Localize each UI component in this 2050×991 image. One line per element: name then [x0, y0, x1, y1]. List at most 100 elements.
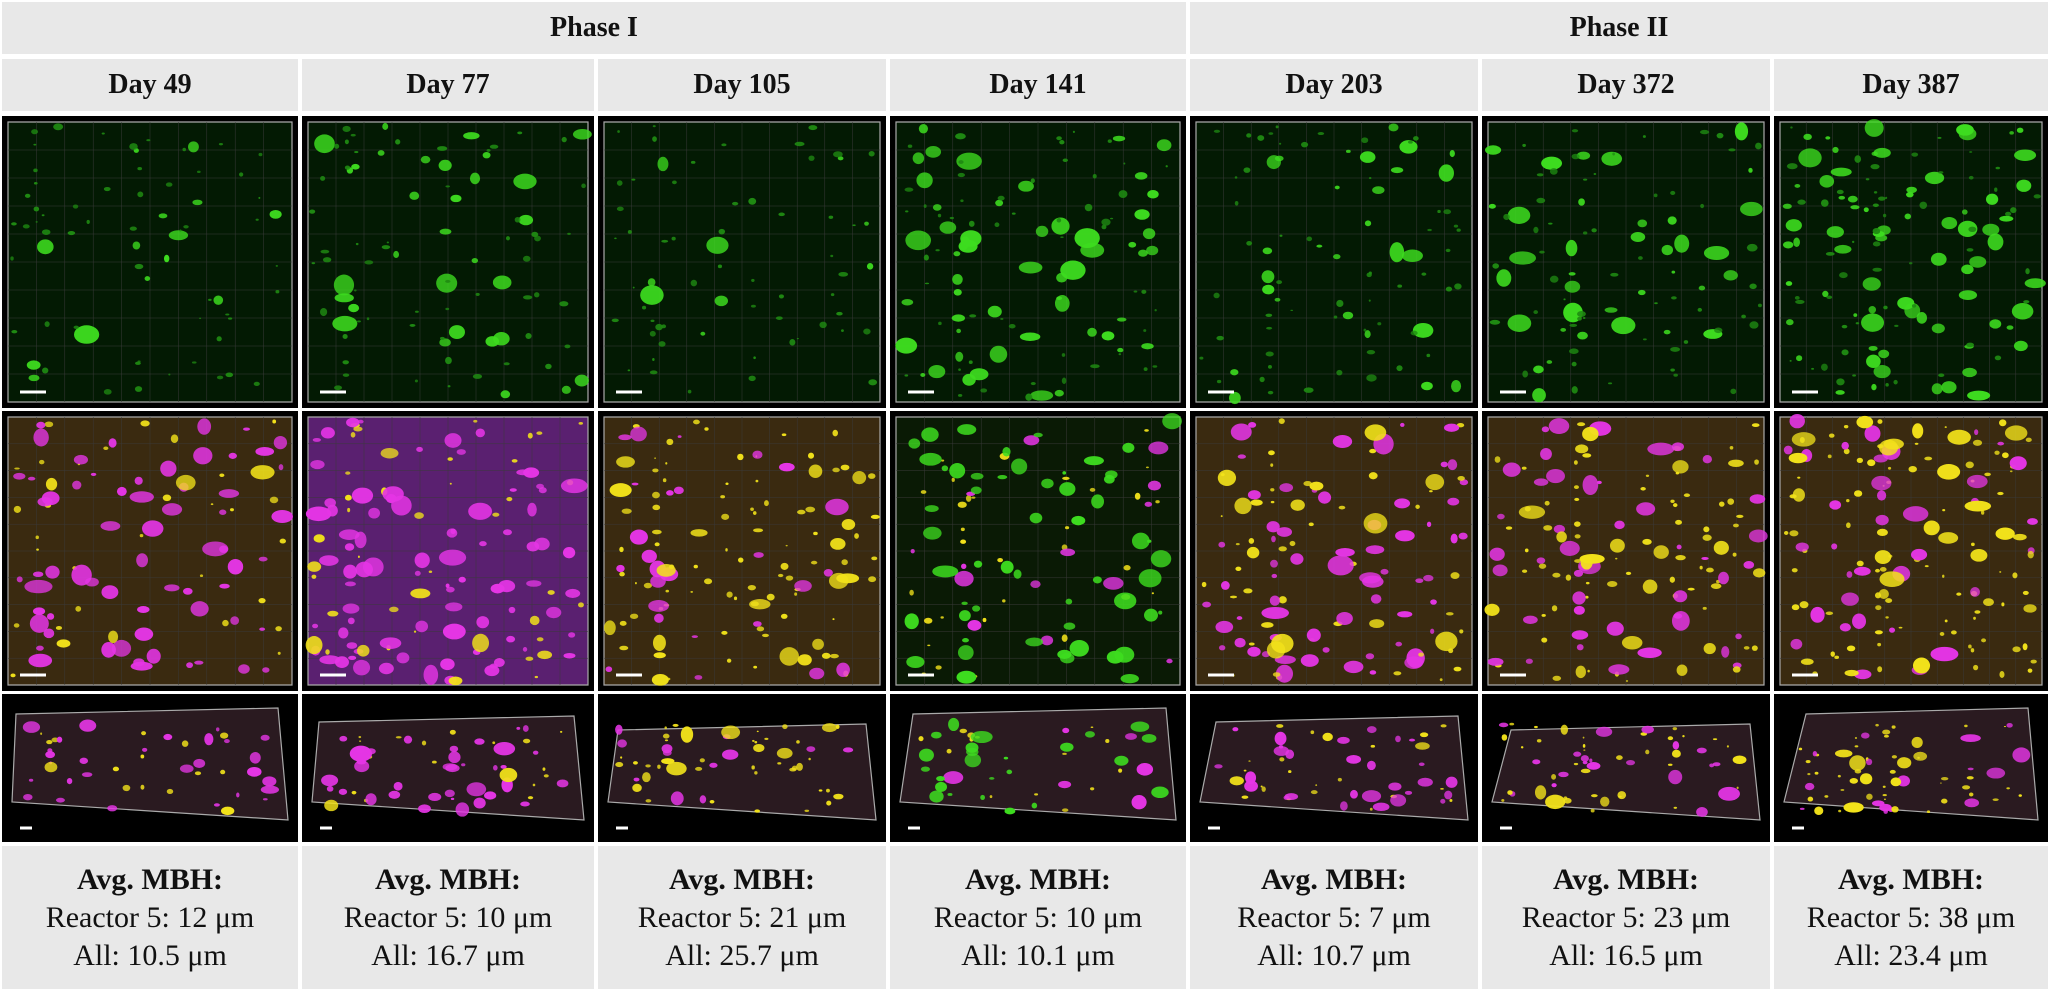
cell-cluster	[2027, 550, 2034, 559]
cell-cluster	[324, 799, 339, 812]
cell-cluster	[312, 623, 319, 629]
cell-cluster	[134, 386, 143, 392]
cell-cluster	[706, 236, 729, 254]
cell-cluster	[1368, 177, 1372, 180]
cell-cluster	[762, 633, 769, 638]
cell-cluster	[414, 310, 419, 313]
cell-cluster	[1279, 234, 1283, 237]
cell-cluster	[1365, 653, 1375, 660]
cell-cluster	[909, 589, 914, 596]
cell-cluster	[871, 556, 878, 561]
cell-cluster	[781, 433, 787, 437]
cell-cluster	[812, 638, 824, 650]
cell-cluster	[1846, 645, 1856, 652]
cell-cluster	[1714, 327, 1723, 334]
cell-cluster	[1243, 167, 1251, 173]
cell-cluster	[437, 146, 448, 151]
cell-cluster	[907, 144, 913, 148]
cell-cluster	[1278, 546, 1287, 552]
cell-cluster	[940, 616, 944, 619]
cell-cluster	[490, 583, 505, 594]
cell-cluster	[35, 535, 39, 540]
cell-cluster	[41, 491, 60, 506]
cell-cluster	[1939, 632, 1945, 636]
cell-cluster	[1426, 353, 1431, 358]
cell-cluster	[1924, 171, 1945, 185]
cell-cluster	[353, 659, 371, 676]
cell-cluster	[693, 564, 698, 569]
cell-cluster	[546, 606, 562, 619]
cell-cluster	[1703, 245, 1730, 261]
cell-cluster	[1141, 733, 1157, 743]
cell-cluster	[1882, 793, 1887, 797]
cell-cluster	[1564, 280, 1581, 293]
cell-cluster	[652, 468, 659, 473]
cell-cluster	[208, 298, 212, 301]
cell-cluster	[1040, 635, 1054, 646]
cell-cluster	[204, 733, 214, 746]
cell-cluster	[1796, 355, 1803, 362]
cell-cluster	[1574, 497, 1580, 501]
cell-cluster	[101, 132, 105, 135]
cell-cluster	[1902, 506, 1929, 522]
cell-cluster	[344, 165, 351, 170]
cell-cluster	[1846, 498, 1850, 503]
cell-cluster	[1279, 483, 1294, 493]
cell-cluster	[615, 762, 624, 768]
cell-cluster	[255, 218, 259, 221]
cell-cluster	[561, 385, 571, 394]
cell-cluster	[1054, 295, 1070, 312]
cell-cluster	[1218, 645, 1226, 651]
cell-cluster	[1863, 207, 1869, 213]
cell-cluster	[836, 311, 843, 316]
cell-cluster	[262, 798, 268, 801]
cell-cluster	[1363, 328, 1367, 332]
cell-cluster	[1647, 442, 1675, 456]
mbh-cell: Avg. MBH: Reactor 5: 10 μm All: 10.1 μm	[890, 846, 1186, 989]
cell-cluster	[1246, 240, 1253, 246]
cell-cluster	[650, 319, 655, 323]
cell-cluster	[1696, 747, 1707, 754]
cell-cluster	[503, 362, 510, 366]
cell-cluster	[1101, 224, 1107, 230]
cell-cluster	[1807, 796, 1814, 802]
cell-cluster	[918, 748, 934, 762]
cell-cluster	[342, 373, 350, 377]
cell-cluster	[44, 421, 54, 428]
cell-cluster	[344, 543, 355, 551]
day-header: Day 141	[890, 59, 1186, 111]
cell-cluster	[949, 463, 966, 479]
cell-cluster	[632, 761, 638, 765]
cell-cluster	[1369, 807, 1373, 811]
cell-cluster	[629, 613, 639, 619]
cell-cluster	[79, 757, 89, 764]
cell-cluster	[796, 740, 800, 744]
cell-cluster	[652, 491, 660, 499]
cell-cluster	[1575, 665, 1586, 679]
cell-cluster	[1244, 780, 1258, 792]
cell-cluster	[396, 652, 410, 664]
cell-cluster	[1276, 280, 1283, 285]
cell-cluster	[1794, 295, 1800, 300]
cell-cluster	[1642, 338, 1647, 341]
cell-cluster	[664, 726, 667, 730]
cell-cluster	[666, 490, 674, 496]
cell-cluster	[428, 792, 442, 802]
cell-cluster	[1606, 581, 1618, 587]
cell-cluster	[194, 660, 204, 665]
mbh-all: All: 25.7 μm	[665, 938, 819, 972]
cell-cluster	[1216, 335, 1224, 341]
cell-cluster	[358, 735, 362, 739]
cell-cluster	[1788, 452, 1808, 464]
cell-cluster	[1909, 262, 1913, 265]
cell-cluster	[33, 181, 38, 185]
cell-cluster	[753, 621, 762, 627]
cell-cluster	[672, 180, 677, 185]
cell-cluster	[1573, 751, 1582, 757]
cell-cluster	[1671, 270, 1676, 274]
cell-cluster	[704, 578, 713, 585]
cell-cluster	[864, 221, 869, 226]
cell-cluster	[782, 724, 788, 730]
cell-cluster	[937, 213, 942, 218]
cell-cluster	[962, 373, 976, 386]
